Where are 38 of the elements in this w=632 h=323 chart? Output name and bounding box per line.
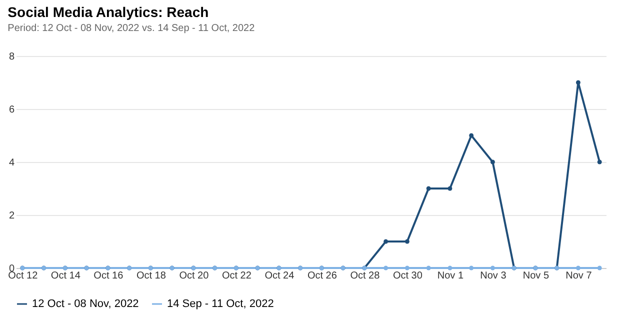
point [576, 266, 580, 270]
x-tick-label: Nov 7 [566, 270, 592, 282]
chart-title: Social Media Analytics: Reach [8, 4, 209, 20]
legend-label: 12 Oct - 08 Nov, 2022 [32, 298, 139, 310]
x-tick-label: Oct 24 [264, 270, 295, 282]
point [490, 266, 495, 270]
x-tick-label: Oct 26 [307, 270, 338, 282]
y-tick-label: 6 [8, 104, 15, 116]
point [597, 160, 602, 164]
x-tick-label: Nov 5 [522, 270, 550, 282]
point [597, 266, 602, 270]
point [490, 160, 495, 164]
y-tick-label: 2 [8, 210, 15, 222]
y-tick-label: 8 [8, 52, 15, 62]
legend-label: 14 Sep - 11 Oct, 2022 [167, 298, 274, 310]
point [404, 239, 410, 244]
point [448, 186, 452, 191]
point [384, 239, 388, 244]
point [384, 266, 388, 270]
point [448, 266, 452, 270]
point [469, 133, 474, 138]
x-tick-label: Oct 18 [136, 270, 166, 282]
x-tick-label: Nov 3 [480, 270, 507, 282]
y-tick-label: 4 [8, 158, 15, 168]
x-tick-label: Oct 30 [392, 270, 423, 282]
point [426, 266, 431, 270]
x-tick-label: Oct 12 [8, 270, 38, 282]
chart-subtitle: Period: 12 Oct - 08 Nov, 2022 vs. 14 Sep - 11 Oct, 2022 [8, 23, 256, 34]
x-tick-label: Oct 20 [179, 270, 210, 282]
x-tick-label: Oct 16 [94, 270, 124, 282]
x-tick-label: Oct 22 [222, 270, 252, 282]
point [426, 186, 431, 191]
point [469, 266, 474, 270]
point [576, 80, 580, 85]
x-tick-label: Oct 14 [50, 270, 81, 282]
point [404, 266, 410, 270]
x-tick-label: Nov 1 [437, 270, 464, 282]
x-tick-label: Oct 28 [350, 270, 380, 282]
